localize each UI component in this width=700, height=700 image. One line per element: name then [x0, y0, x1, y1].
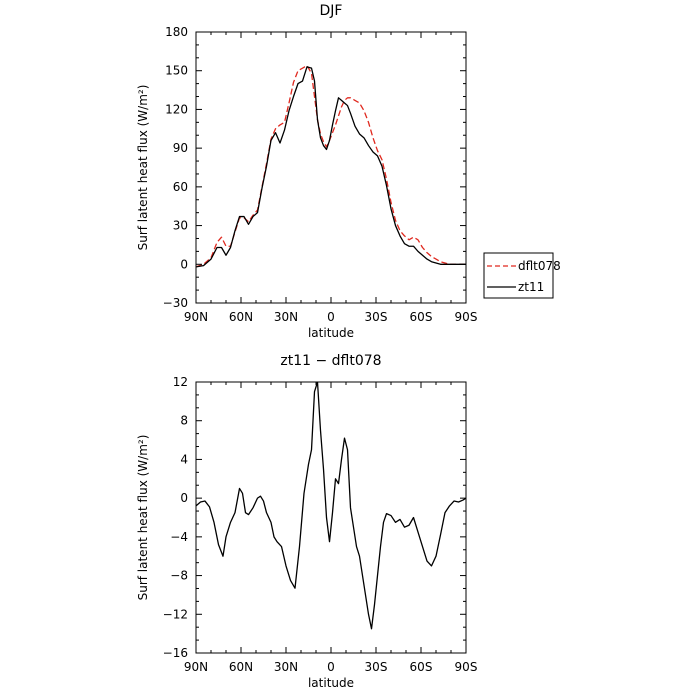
y-tick-label: −4	[170, 530, 188, 544]
y-axis-label: Surf latent heat flux (W/m²)	[136, 85, 150, 251]
x-tick-label: 60S	[410, 660, 433, 674]
y-tick-label: 0	[180, 491, 188, 505]
legend-label-zt11: zt11	[518, 280, 544, 294]
plot-frame	[195, 381, 467, 654]
x-tick-label: 0	[327, 310, 335, 324]
y-tick-label: 150	[165, 64, 188, 78]
y-tick-label: 8	[180, 414, 188, 428]
y-tick-label: 12	[173, 375, 188, 389]
series-line-zt11	[196, 66, 466, 268]
y-tick-label: 90	[173, 141, 188, 155]
y-tick-label: −16	[163, 646, 188, 660]
x-tick-label: 90N	[184, 660, 208, 674]
chart-title: DJF	[320, 3, 343, 19]
x-tick-label: 60S	[410, 310, 433, 324]
y-tick-label: 30	[173, 219, 188, 233]
x-axis-label: latitude	[308, 326, 354, 340]
y-tick-label: −12	[163, 607, 188, 621]
y-tick-label: 180	[165, 25, 188, 39]
legend-box	[483, 252, 554, 299]
y-tick-label: 0	[180, 257, 188, 271]
y-tick-label: 4	[180, 452, 188, 466]
y-tick-label: −30	[163, 296, 188, 310]
top-chart-panel: 90N 60N 30N 0 30S 60S 90S −30 0 30 60 90 120 150 180 DJ…	[136, 3, 561, 340]
chart-title: zt11 − dflt078	[280, 353, 381, 369]
x-tick-label: 90N	[184, 310, 208, 324]
plot-frame	[195, 31, 467, 304]
x-tick-label: 30S	[365, 660, 388, 674]
bottom-chart-panel: 90N 60N 30N 0 30S 60S 90S −16 −12 −8 −4 0 4 8 12 zt11 −…	[136, 353, 477, 690]
x-tick-label: 30N	[274, 660, 298, 674]
x-tick-label: 60N	[229, 660, 253, 674]
series-line-dflt078	[196, 64, 466, 268]
x-tick-label: 60N	[229, 310, 253, 324]
y-axis-label: Surf latent heat flux (W/m²)	[136, 435, 150, 601]
legend-label-dflt078: dflt078	[518, 259, 561, 273]
x-tick-label: 90S	[455, 660, 478, 674]
x-tick-label: 30N	[274, 310, 298, 324]
y-tick-label: 120	[165, 102, 188, 116]
x-axis-label: latitude	[308, 676, 354, 690]
x-tick-label: 0	[327, 660, 335, 674]
series-line-difference	[196, 382, 466, 630]
x-tick-label: 90S	[455, 310, 478, 324]
y-tick-label: 60	[173, 180, 188, 194]
y-tick-label: −8	[170, 569, 188, 583]
x-tick-label: 30S	[365, 310, 388, 324]
